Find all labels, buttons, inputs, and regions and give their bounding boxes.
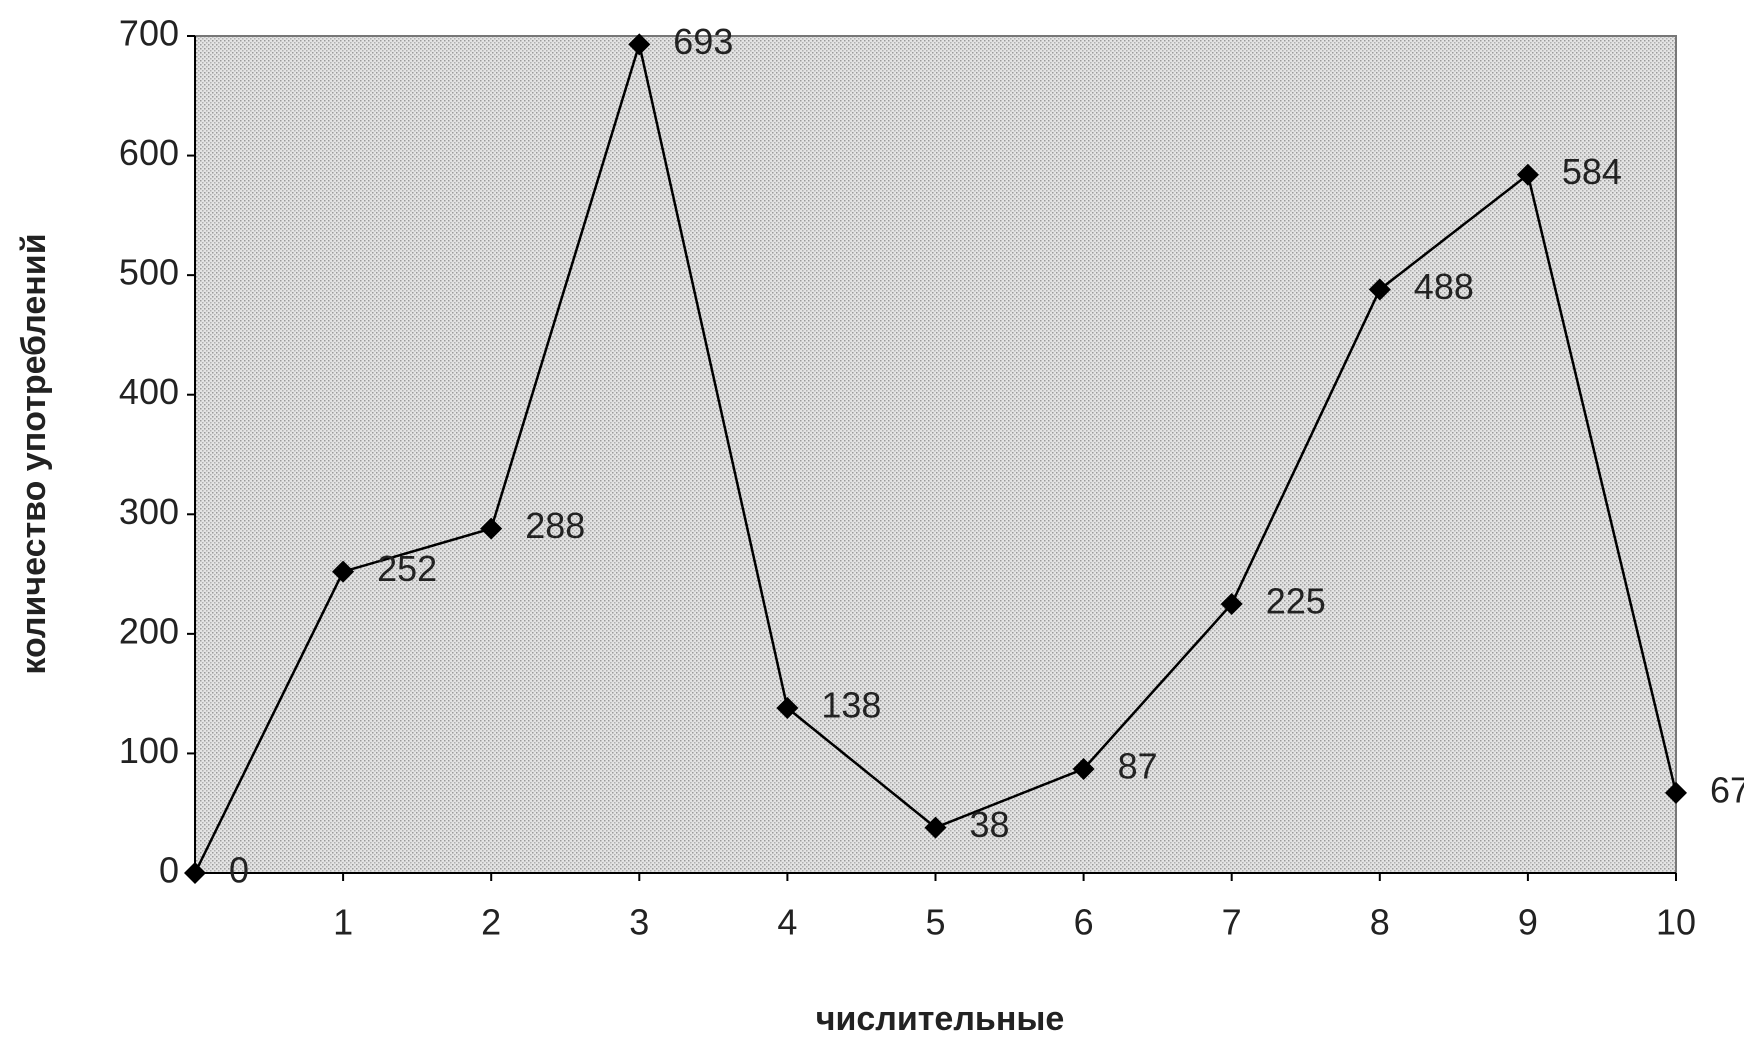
x-tick-label: 8 bbox=[1370, 902, 1390, 943]
x-tick-label: 3 bbox=[629, 902, 649, 943]
data-label: 138 bbox=[821, 685, 881, 726]
data-label: 693 bbox=[673, 21, 733, 62]
marker bbox=[480, 517, 503, 540]
y-tick-label: 400 bbox=[119, 371, 179, 412]
marker bbox=[1516, 163, 1539, 186]
data-label: 488 bbox=[1414, 266, 1474, 307]
data-label: 38 bbox=[970, 804, 1010, 845]
data-label: 584 bbox=[1562, 151, 1622, 192]
marker bbox=[776, 696, 799, 719]
x-tick-label: 9 bbox=[1518, 902, 1538, 943]
x-axis-title: числительные bbox=[816, 1000, 1065, 1038]
marker bbox=[1665, 781, 1687, 804]
marker bbox=[332, 560, 355, 583]
marker bbox=[1072, 757, 1095, 780]
y-tick-label: 300 bbox=[119, 491, 179, 532]
y-axis-title: количество употреблений bbox=[15, 233, 53, 674]
data-label: 0 bbox=[229, 850, 249, 891]
marker bbox=[924, 816, 947, 839]
y-tick-label: 0 bbox=[159, 850, 179, 891]
x-tick-label: 7 bbox=[1222, 902, 1242, 943]
data-label: 288 bbox=[525, 505, 585, 546]
marker bbox=[628, 33, 651, 56]
y-tick-label: 600 bbox=[119, 132, 179, 173]
x-tick-label: 4 bbox=[777, 902, 797, 943]
y-tick-label: 200 bbox=[119, 610, 179, 651]
x-tick-label: 5 bbox=[925, 902, 945, 943]
data-label: 252 bbox=[377, 548, 437, 589]
marker bbox=[1368, 278, 1391, 301]
x-tick-label: 2 bbox=[481, 902, 501, 943]
x-tick-label: 6 bbox=[1074, 902, 1094, 943]
data-label: 225 bbox=[1266, 580, 1326, 621]
data-label: 87 bbox=[1118, 745, 1158, 786]
x-tick-label: 1 bbox=[333, 902, 353, 943]
y-tick-label: 500 bbox=[119, 252, 179, 293]
marker bbox=[1220, 592, 1243, 615]
marker bbox=[184, 862, 206, 884]
y-tick-label: 100 bbox=[119, 730, 179, 771]
x-tick-label: 10 bbox=[1656, 902, 1696, 943]
data-label: 67 bbox=[1710, 769, 1744, 810]
plot-area bbox=[194, 35, 1677, 874]
y-tick-label: 700 bbox=[119, 13, 179, 54]
